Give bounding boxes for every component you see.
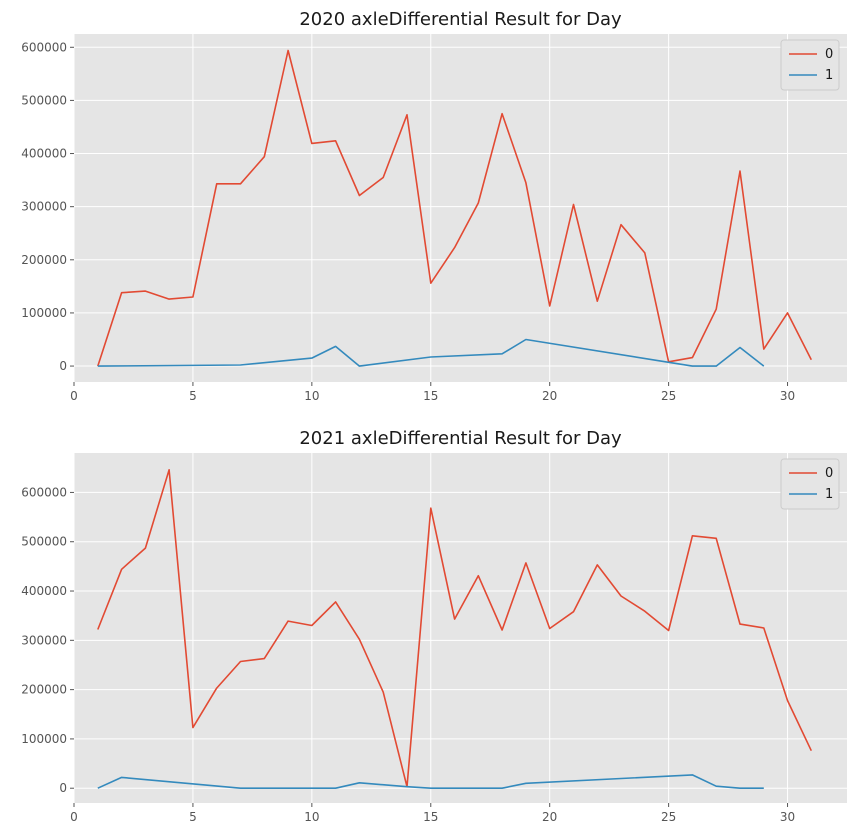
y-tick-label: 500000 <box>21 535 67 549</box>
legend-box <box>780 39 840 91</box>
chart-1: 0 5 10 15 20 25 300100000200000300000400000500… <box>21 9 847 403</box>
legend: 01 <box>780 39 840 91</box>
plot-area <box>74 453 847 803</box>
x-tick-label: 10 <box>304 810 319 824</box>
x-tick-label: 25 <box>661 810 676 824</box>
x-tick-label: 30 <box>780 389 795 403</box>
chart-title: 2020 axleDifferential Result for Day <box>299 9 622 30</box>
legend-label: 1 <box>825 68 833 83</box>
legend-label: 1 <box>825 487 833 502</box>
x-tick-label: 30 <box>780 810 795 824</box>
y-tick-label: 300000 <box>21 200 67 214</box>
x-tick-label: 0 <box>70 810 78 824</box>
y-tick-label: 100000 <box>21 732 67 746</box>
y-tick-label: 0 <box>59 359 67 373</box>
x-tick-label: 20 <box>542 389 557 403</box>
x-tick-label: 5 <box>189 389 197 403</box>
y-tick-label: 400000 <box>21 584 67 598</box>
x-tick-label: 0 <box>70 389 78 403</box>
y-tick-label: 200000 <box>21 683 67 697</box>
series-line-1 <box>97 338 765 367</box>
plot-area <box>74 34 847 382</box>
y-tick-label: 0 <box>59 781 67 795</box>
legend-label: 0 <box>825 466 833 481</box>
chart-title: 2021 axleDifferential Result for Day <box>299 428 622 449</box>
series-line-0 <box>97 468 813 788</box>
x-tick-label: 20 <box>542 810 557 824</box>
legend-label: 0 <box>825 47 833 62</box>
y-tick-label: 600000 <box>21 40 67 54</box>
chart-2: 0 5 10 15 20 25 300100000200000300000400000500… <box>21 428 847 824</box>
x-tick-label: 15 <box>423 810 438 824</box>
legend-box <box>780 458 840 510</box>
x-tick-label: 15 <box>423 389 438 403</box>
series-line-1 <box>97 774 764 790</box>
x-tick-label: 25 <box>661 389 676 403</box>
x-tick-label: 5 <box>189 810 197 824</box>
y-tick-label: 200000 <box>21 253 67 267</box>
x-tick-label: 10 <box>304 389 319 403</box>
y-tick-label: 300000 <box>21 633 67 647</box>
y-tick-label: 600000 <box>21 485 67 499</box>
legend: 01 <box>780 458 840 510</box>
y-tick-label: 400000 <box>21 147 67 161</box>
series-line-0 <box>97 49 813 367</box>
y-tick-label: 500000 <box>21 93 67 107</box>
y-tick-label: 100000 <box>21 306 67 320</box>
